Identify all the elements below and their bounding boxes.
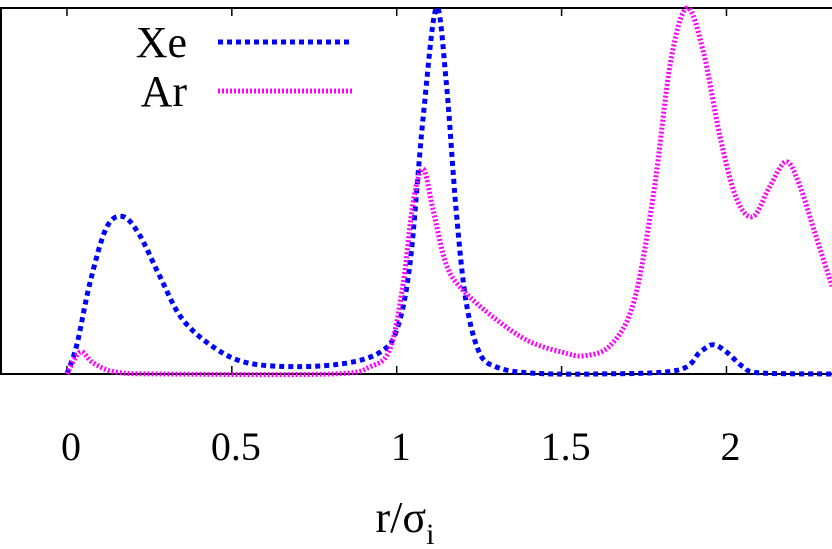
x-ticks: 0 0.5 1 1.5 2 [61,8,740,469]
x-tick-label: 1.5 [541,424,591,469]
legend-label-xe: Xe [136,18,187,67]
series-lines [64,5,832,378]
plot-border [0,7,832,375]
legend-label-ar: Ar [141,67,188,116]
plot-frame [0,7,832,375]
x-axis-label: r/σi [376,493,435,549]
x-tick-label: 0 [61,424,81,469]
x-tick-label: 0.5 [211,424,261,469]
x-tick-label: 1 [391,424,411,469]
series-line-ar [64,5,832,378]
x-axis-label-subscript: i [426,518,434,549]
x-tick-label: 2 [720,424,740,469]
series-line-xe [64,5,832,377]
